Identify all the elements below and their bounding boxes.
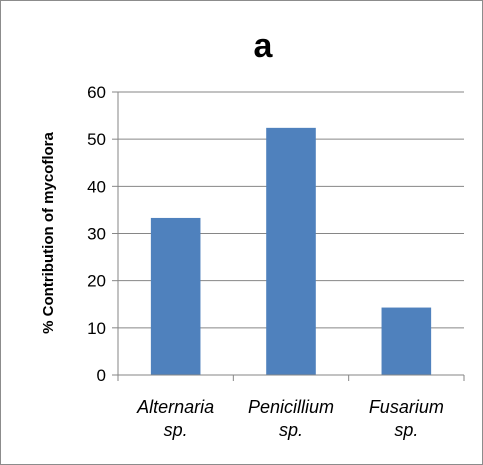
bar [266,127,316,375]
y-tick-label: 50 [87,130,106,149]
y-tick-label: 60 [87,83,106,102]
bars [150,127,432,375]
x-tick-label: sp. [279,420,303,440]
y-tick-label: 40 [87,177,106,196]
x-tick-label: Fusarium [369,397,444,417]
bar [150,217,201,375]
y-tick-label: 10 [87,319,106,338]
y-tick-label: 30 [87,225,106,244]
x-tick-label: Penicillium [248,397,334,417]
x-tick-label: sp. [164,420,188,440]
x-tick-label: sp. [394,420,418,440]
y-tick-label: 20 [87,272,106,291]
x-tick-label: Alternaria [136,397,214,417]
y-tick-label: 0 [97,366,106,385]
y-axis-label: % Contribution of mycoflora [40,132,57,334]
tick-labels: 0 10 20 30 40 50 60 Alternaria sp. Penicillium sp.… [87,83,444,440]
axes [112,91,465,381]
chart-title: a [254,27,274,65]
bar [381,307,432,375]
